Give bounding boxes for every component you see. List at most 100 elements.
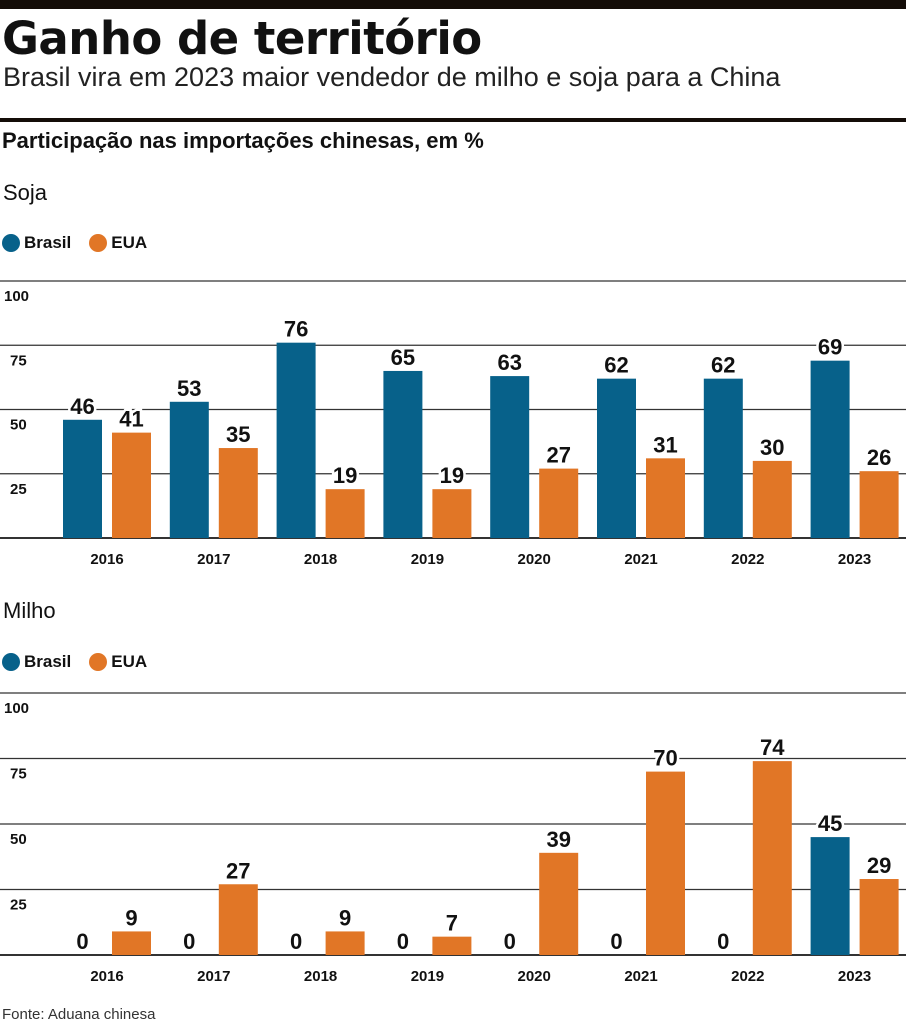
data-label: 9 (125, 905, 137, 930)
x-tick-label: 2017 (197, 968, 230, 985)
y-tick-label: 100 (4, 700, 29, 717)
eua-legend-dot (89, 653, 108, 671)
x-tick-label: 2023 (838, 551, 871, 568)
bar-eua (432, 936, 472, 955)
bar-eua (325, 489, 365, 538)
x-tick-label: 2016 (90, 551, 123, 568)
data-label: 76 (284, 317, 308, 342)
y-tick-label: 50 (10, 831, 27, 848)
y-tick-label: 75 (10, 766, 27, 783)
milho-title: Milho (3, 598, 56, 623)
bar-brasil (597, 378, 636, 538)
data-label: 62 (604, 353, 628, 378)
legend-label: EUA (111, 233, 148, 252)
bar-brasil (63, 419, 102, 538)
bar-eua (859, 879, 899, 955)
soja-chart: 25 50 75 100 46 41 2016 53 35 2017 76 19 2018 65 19 201… (0, 280, 906, 568)
data-label: 41 (119, 407, 143, 432)
legend-label: Brasil (24, 652, 72, 671)
legend-label: EUA (111, 652, 148, 671)
legend-label: Brasil (24, 233, 72, 252)
divider (0, 118, 906, 122)
x-tick-label: 2017 (197, 551, 230, 568)
bar-eua (218, 884, 258, 955)
data-label: 45 (818, 811, 842, 836)
data-label: 31 (653, 432, 677, 457)
y-tick-label: 100 (4, 288, 29, 305)
bar-brasil (810, 360, 850, 538)
milho-legend: Brasil EUA (2, 652, 165, 672)
data-label: 9 (339, 905, 351, 930)
data-label: 19 (333, 463, 357, 488)
top-bar (0, 0, 906, 9)
x-tick-label: 2022 (731, 968, 764, 985)
y-tick-label: 25 (10, 481, 27, 498)
data-label: 0 (610, 929, 622, 954)
data-label: 0 (183, 929, 195, 954)
subtitle: Brasil vira em 2023 maior vendedor de mi… (3, 62, 781, 92)
x-tick-label: 2019 (411, 551, 444, 568)
bar-eua (539, 852, 579, 955)
data-label: 65 (391, 345, 415, 370)
data-label: 27 (226, 858, 250, 883)
bar-eua (539, 468, 579, 538)
data-label: 53 (177, 376, 201, 401)
data-label: 7 (446, 911, 458, 936)
data-label: 70 (653, 746, 677, 771)
data-label: 29 (867, 853, 891, 878)
data-label: 63 (497, 350, 521, 375)
data-label: 46 (70, 394, 94, 419)
y-tick-label: 75 (10, 352, 27, 369)
x-tick-label: 2016 (90, 968, 123, 985)
bar-eua (112, 931, 151, 955)
soja-title: Soja (3, 180, 48, 205)
x-tick-label: 2020 (518, 968, 551, 985)
bar-eua (646, 771, 685, 955)
x-tick-label: 2020 (518, 551, 551, 568)
bar-brasil (810, 837, 850, 955)
bar-eua (325, 931, 365, 955)
soja-legend: Brasil EUA (2, 233, 165, 253)
brasil-legend-dot (2, 653, 20, 671)
bar-eua (432, 489, 472, 538)
data-label: 0 (290, 929, 302, 954)
data-label: 27 (546, 443, 570, 468)
bar-brasil (383, 370, 423, 538)
data-label: 30 (760, 435, 784, 460)
data-label: 0 (717, 929, 729, 954)
data-label: 0 (504, 929, 516, 954)
eua-legend-dot (89, 234, 108, 252)
x-tick-label: 2018 (304, 968, 337, 985)
data-label: 0 (397, 929, 409, 954)
x-tick-label: 2023 (838, 968, 871, 985)
x-tick-label: 2021 (624, 968, 657, 985)
page-title: Ganho de território (2, 12, 482, 65)
data-label: 74 (760, 735, 785, 760)
bar-brasil (703, 378, 743, 538)
y-tick-label: 25 (10, 897, 27, 914)
brasil-legend-dot (2, 234, 20, 252)
bar-brasil (276, 342, 316, 538)
chart-header: Participação nas importações chinesas, e… (2, 128, 484, 153)
bar-brasil (490, 376, 530, 538)
milho-chart: 2550751000920160272017092018072019039202… (0, 692, 906, 985)
x-tick-label: 2022 (731, 551, 764, 568)
data-label: 69 (818, 335, 842, 360)
data-label: 39 (546, 827, 570, 852)
data-label: 26 (867, 445, 891, 470)
bar-eua (646, 458, 685, 538)
bar-eua (112, 432, 151, 538)
x-tick-label: 2018 (304, 551, 337, 568)
data-label: 19 (440, 463, 464, 488)
data-label: 0 (76, 929, 88, 954)
data-label: 62 (711, 353, 735, 378)
bar-eua (859, 471, 899, 538)
source-note: Fonte: Aduana chinesa (2, 1006, 156, 1023)
data-label: 35 (226, 422, 250, 447)
x-tick-label: 2021 (624, 551, 657, 568)
x-tick-label: 2019 (411, 968, 444, 985)
bar-brasil (169, 401, 209, 538)
y-tick-label: 50 (10, 417, 27, 434)
bar-eua (218, 448, 258, 538)
bar-eua (752, 460, 792, 538)
